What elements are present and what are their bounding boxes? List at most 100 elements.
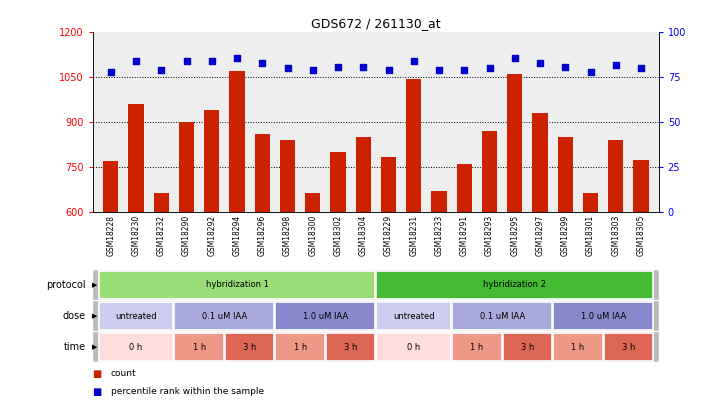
Text: GSM18301: GSM18301 bbox=[586, 215, 595, 256]
FancyBboxPatch shape bbox=[99, 271, 375, 299]
Bar bbox=[507, 75, 523, 392]
Text: GSM18302: GSM18302 bbox=[334, 215, 342, 256]
Point bbox=[534, 60, 546, 66]
Text: GSM18304: GSM18304 bbox=[359, 215, 368, 256]
FancyBboxPatch shape bbox=[99, 302, 173, 330]
FancyBboxPatch shape bbox=[175, 302, 274, 330]
Text: GSM18294: GSM18294 bbox=[233, 215, 241, 256]
Bar bbox=[204, 110, 219, 392]
FancyBboxPatch shape bbox=[503, 333, 552, 361]
FancyBboxPatch shape bbox=[553, 333, 603, 361]
Text: GSM18292: GSM18292 bbox=[207, 215, 216, 256]
FancyBboxPatch shape bbox=[553, 302, 653, 330]
Point bbox=[560, 63, 571, 70]
Bar bbox=[331, 152, 346, 392]
FancyBboxPatch shape bbox=[377, 302, 451, 330]
Text: dose: dose bbox=[63, 311, 86, 321]
Text: GSM18297: GSM18297 bbox=[536, 215, 545, 256]
Text: GSM18305: GSM18305 bbox=[637, 215, 646, 256]
Point bbox=[458, 67, 470, 73]
Text: 1.0 uM IAA: 1.0 uM IAA bbox=[303, 311, 348, 321]
FancyBboxPatch shape bbox=[326, 333, 375, 361]
Text: 3 h: 3 h bbox=[243, 343, 256, 352]
Bar bbox=[457, 164, 472, 392]
Text: 0.1 uM IAA: 0.1 uM IAA bbox=[480, 311, 525, 321]
Text: 1 h: 1 h bbox=[571, 343, 584, 352]
Point bbox=[433, 67, 445, 73]
Text: GSM18232: GSM18232 bbox=[157, 215, 166, 256]
Bar bbox=[103, 161, 118, 392]
Text: ▶: ▶ bbox=[92, 282, 97, 288]
Bar bbox=[608, 140, 624, 392]
Text: GSM18233: GSM18233 bbox=[435, 215, 443, 256]
FancyBboxPatch shape bbox=[175, 333, 224, 361]
Text: 1 h: 1 h bbox=[294, 343, 306, 352]
Text: untreated: untreated bbox=[393, 311, 435, 321]
Point bbox=[332, 63, 344, 70]
Text: 1 h: 1 h bbox=[193, 343, 205, 352]
Point bbox=[105, 69, 117, 75]
Text: GSM18296: GSM18296 bbox=[258, 215, 267, 256]
Point bbox=[408, 58, 420, 64]
Bar bbox=[305, 193, 320, 392]
Point bbox=[509, 54, 521, 61]
FancyBboxPatch shape bbox=[453, 333, 502, 361]
Point bbox=[307, 67, 319, 73]
Point bbox=[383, 67, 395, 73]
Bar bbox=[406, 79, 421, 392]
Text: ▶: ▶ bbox=[92, 344, 97, 350]
Text: GSM18231: GSM18231 bbox=[410, 215, 418, 256]
FancyBboxPatch shape bbox=[377, 333, 451, 361]
FancyBboxPatch shape bbox=[377, 271, 653, 299]
Point bbox=[256, 60, 268, 66]
Point bbox=[130, 58, 142, 64]
Bar bbox=[533, 113, 548, 392]
Point bbox=[206, 58, 218, 64]
FancyBboxPatch shape bbox=[225, 333, 274, 361]
Point bbox=[610, 62, 621, 68]
Title: GDS672 / 261130_at: GDS672 / 261130_at bbox=[311, 17, 441, 30]
Text: time: time bbox=[64, 342, 86, 352]
Text: GSM18229: GSM18229 bbox=[384, 215, 393, 256]
Bar bbox=[432, 191, 447, 392]
Text: 3 h: 3 h bbox=[344, 343, 357, 352]
FancyBboxPatch shape bbox=[453, 302, 552, 330]
Text: count: count bbox=[111, 369, 137, 378]
Bar bbox=[229, 71, 245, 392]
Text: 0 h: 0 h bbox=[130, 343, 142, 352]
Point bbox=[231, 54, 243, 61]
Point bbox=[282, 65, 294, 72]
Text: ▶: ▶ bbox=[92, 313, 97, 319]
Bar bbox=[583, 193, 598, 392]
Bar bbox=[381, 157, 396, 392]
Text: 3 h: 3 h bbox=[521, 343, 534, 352]
Bar bbox=[154, 193, 169, 392]
Text: hybridization 2: hybridization 2 bbox=[483, 280, 546, 290]
Text: GSM18299: GSM18299 bbox=[561, 215, 570, 256]
FancyBboxPatch shape bbox=[276, 333, 325, 361]
Text: GSM18293: GSM18293 bbox=[485, 215, 494, 256]
Text: hybridization 1: hybridization 1 bbox=[205, 280, 268, 290]
Text: GSM18230: GSM18230 bbox=[132, 215, 140, 256]
Point bbox=[585, 69, 596, 75]
Text: 1.0 uM IAA: 1.0 uM IAA bbox=[581, 311, 626, 321]
FancyBboxPatch shape bbox=[604, 333, 653, 361]
Point bbox=[635, 65, 647, 72]
Text: ■: ■ bbox=[93, 369, 105, 379]
Text: GSM18291: GSM18291 bbox=[460, 215, 469, 256]
Text: protocol: protocol bbox=[47, 280, 86, 290]
Bar bbox=[356, 137, 371, 392]
Point bbox=[357, 63, 369, 70]
Bar bbox=[255, 134, 270, 392]
Text: 1 h: 1 h bbox=[470, 343, 483, 352]
Point bbox=[484, 65, 495, 72]
Text: GSM18300: GSM18300 bbox=[309, 215, 317, 256]
Text: ■: ■ bbox=[93, 387, 105, 397]
Bar bbox=[558, 137, 573, 392]
Text: untreated: untreated bbox=[115, 311, 157, 321]
Text: percentile rank within the sample: percentile rank within the sample bbox=[111, 387, 264, 396]
Text: 0 h: 0 h bbox=[407, 343, 420, 352]
Bar bbox=[280, 140, 295, 392]
Text: 0.1 uM IAA: 0.1 uM IAA bbox=[202, 311, 247, 321]
Bar bbox=[179, 122, 194, 392]
